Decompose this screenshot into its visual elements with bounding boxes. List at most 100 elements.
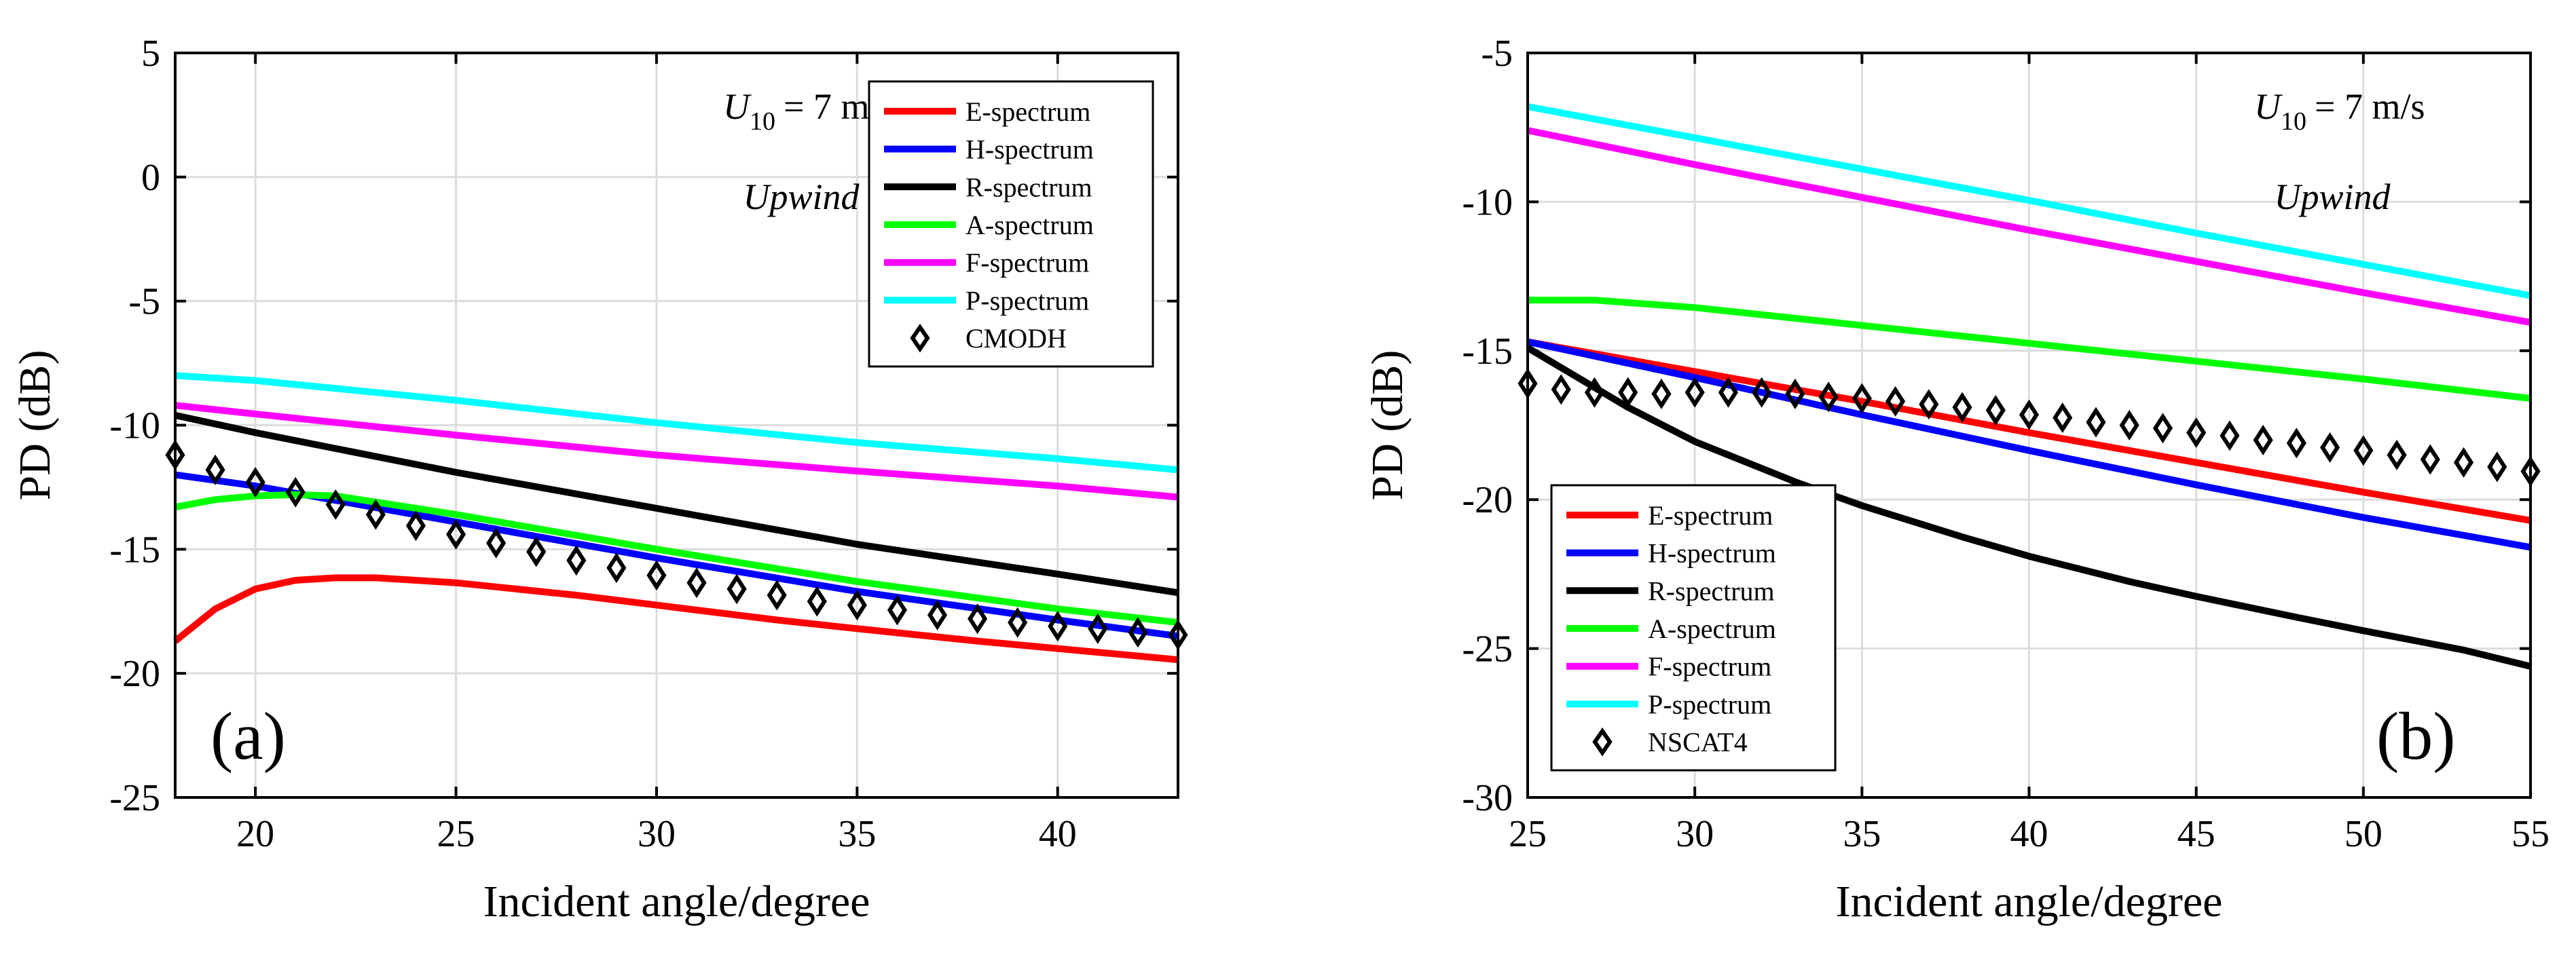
legend-label: A-spectrum bbox=[965, 210, 1094, 240]
legend-label: R-spectrum bbox=[965, 172, 1092, 202]
data-point-cmodh bbox=[1088, 613, 1108, 644]
data-point-cmodh bbox=[807, 586, 827, 617]
legend-swatch-nscat4 bbox=[1592, 727, 1613, 757]
series-line-e-spectrum bbox=[1527, 338, 2531, 524]
series-line-a-spectrum bbox=[174, 491, 1179, 626]
y-tick-label: -10 bbox=[1462, 181, 1513, 223]
legend-label: NSCAT4 bbox=[1648, 727, 1748, 757]
x-tick-label: 25 bbox=[437, 813, 475, 855]
data-point-cmodh bbox=[646, 560, 667, 591]
data-point-cmodh bbox=[927, 599, 948, 630]
wind-direction-annotation: Upwind bbox=[743, 176, 860, 217]
x-axis-label: Incident angle/degree bbox=[483, 877, 870, 926]
y-tick-label: -25 bbox=[109, 777, 160, 819]
data-point-cmodh bbox=[245, 467, 265, 498]
series-line-e-spectrum bbox=[172, 574, 1179, 664]
y-tick-label: 0 bbox=[141, 157, 160, 199]
legend: E-spectrum H-spectrum R-spectrum A-spectrum… bbox=[1550, 484, 1837, 772]
data-point-nscat4 bbox=[2420, 444, 2440, 475]
y-tick-label: -20 bbox=[1462, 479, 1513, 521]
legend-label: F-spectrum bbox=[965, 248, 1089, 278]
x-tick-label: 45 bbox=[2177, 813, 2215, 855]
data-point-nscat4 bbox=[2253, 424, 2273, 455]
data-point-nscat4 bbox=[2320, 432, 2340, 463]
data-point-cmodh bbox=[566, 545, 587, 576]
series-line-f-spectrum bbox=[1526, 127, 2531, 326]
wind-direction-annotation: Upwind bbox=[2274, 176, 2391, 217]
y-tick-label: -15 bbox=[109, 529, 160, 571]
series-line-p-spectrum bbox=[174, 372, 1179, 474]
data-point-nscat4 bbox=[2487, 451, 2507, 483]
data-point-nscat4 bbox=[1551, 374, 1571, 405]
data-point-nscat4 bbox=[2286, 428, 2306, 459]
series-line-a-spectrum bbox=[1528, 297, 2531, 402]
legend-label: R-spectrum bbox=[1648, 576, 1775, 606]
legend-label: P-spectrum bbox=[1648, 689, 1771, 719]
series-line-r-spectrum bbox=[1526, 345, 2532, 670]
data-point-nscat4 bbox=[2186, 417, 2207, 448]
y-tick-label: -10 bbox=[109, 405, 160, 447]
data-point-nscat4 bbox=[1718, 377, 1738, 408]
x-tick-label: 30 bbox=[1676, 813, 1714, 855]
data-point-nscat4 bbox=[1651, 378, 1672, 409]
x-tick-label: 20 bbox=[236, 813, 274, 855]
x-tick-label: 35 bbox=[1843, 813, 1881, 855]
x-tick-label: 55 bbox=[2511, 813, 2550, 855]
y-tick-label: -5 bbox=[128, 281, 160, 323]
data-point-nscat4 bbox=[2353, 435, 2374, 466]
data-point-nscat4 bbox=[2119, 409, 2139, 441]
x-tick-label: 25 bbox=[1509, 813, 1547, 855]
data-point-cmodh bbox=[405, 510, 426, 542]
y-axis-label: PD (dB) bbox=[10, 350, 60, 501]
data-point-nscat4 bbox=[1785, 378, 1805, 409]
y-tick-label: -30 bbox=[1462, 777, 1513, 819]
data-point-nscat4 bbox=[1985, 395, 2006, 426]
y-tick-label: -20 bbox=[109, 653, 160, 695]
series-line-r-spectrum bbox=[174, 412, 1179, 597]
y-axis-label: PD (dB) bbox=[1363, 350, 1412, 501]
legend-label: E-spectrum bbox=[965, 96, 1090, 127]
data-point-nscat4 bbox=[2086, 407, 2106, 438]
x-tick-label: 40 bbox=[2010, 813, 2048, 855]
data-point-nscat4 bbox=[1885, 385, 1906, 417]
data-point-cmodh bbox=[325, 489, 346, 521]
data-point-cmodh bbox=[968, 603, 988, 635]
x-tick-label: 50 bbox=[2344, 813, 2382, 855]
series-line-h-spectrum bbox=[174, 471, 1179, 640]
data-point-cmodh bbox=[526, 536, 547, 567]
data-point-cmodh bbox=[205, 454, 225, 485]
chart-panel-b: 25 30 35 40 45 50 55 -5 -10 -15 -20 -25 -30 Incident … bbox=[1363, 33, 2550, 926]
data-point-cmodh bbox=[606, 552, 627, 584]
panel-label: (b) bbox=[2376, 698, 2456, 774]
series-line-p-spectrum bbox=[1527, 103, 2531, 299]
legend-label: P-spectrum bbox=[965, 285, 1089, 316]
data-point-nscat4 bbox=[1685, 377, 1705, 408]
legend-label: H-spectrum bbox=[965, 134, 1094, 165]
data-point-cmodh bbox=[486, 527, 507, 559]
data-point-cmodh bbox=[365, 499, 386, 530]
legend: E-spectrum H-spectrum R-spectrum A-spectrum… bbox=[868, 80, 1154, 368]
x-tick-label: 40 bbox=[1039, 813, 1077, 855]
data-point-cmodh bbox=[726, 573, 747, 605]
data-point-nscat4 bbox=[1818, 381, 1839, 413]
y-tick-label: -15 bbox=[1462, 331, 1513, 373]
legend-label: H-spectrum bbox=[1648, 538, 1776, 569]
data-point-cmodh bbox=[1048, 611, 1068, 642]
x-tick-label: 35 bbox=[838, 813, 876, 855]
data-point-cmodh bbox=[1128, 617, 1148, 648]
panel-label: (a) bbox=[210, 698, 286, 774]
data-point-nscat4 bbox=[2453, 447, 2474, 478]
y-tick-label: -25 bbox=[1462, 628, 1513, 671]
wind-speed-annotation: U10 = 7 m/s bbox=[2254, 86, 2425, 136]
legend-label: F-spectrum bbox=[1648, 652, 1771, 682]
data-point-nscat4 bbox=[1919, 389, 1939, 420]
data-point-nscat4 bbox=[2152, 413, 2173, 444]
x-tick-label: 30 bbox=[638, 813, 676, 855]
data-point-nscat4 bbox=[1952, 392, 1972, 423]
data-point-nscat4 bbox=[1852, 383, 1872, 414]
data-point-cmodh bbox=[847, 590, 867, 621]
data-point-nscat4 bbox=[2019, 399, 2040, 430]
data-point-nscat4 bbox=[1584, 377, 1605, 408]
data-point-cmodh bbox=[285, 476, 306, 508]
